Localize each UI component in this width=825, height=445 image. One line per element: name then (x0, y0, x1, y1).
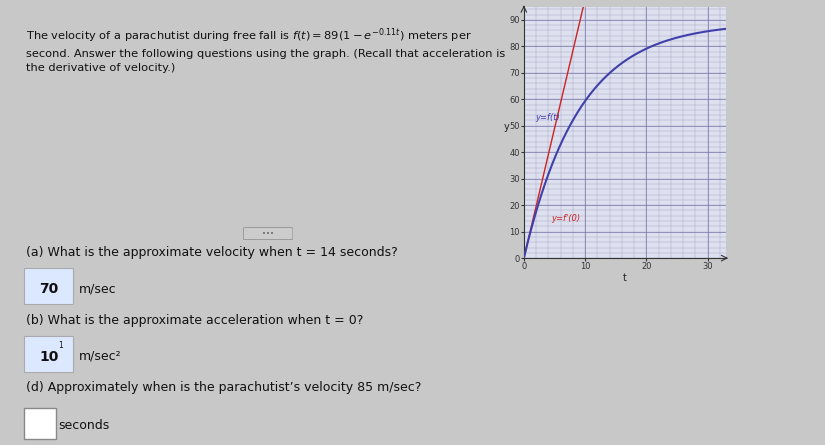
Text: 10: 10 (39, 350, 59, 364)
Text: 1: 1 (59, 341, 64, 350)
X-axis label: t: t (623, 273, 627, 283)
Text: (d) Approximately when is the parachutist’s velocity 85 m/sec?: (d) Approximately when is the parachutis… (26, 381, 422, 394)
FancyBboxPatch shape (24, 268, 73, 304)
Text: 70: 70 (39, 282, 59, 296)
FancyBboxPatch shape (243, 227, 293, 239)
Text: •••: ••• (262, 231, 274, 237)
Text: y=f(t): y=f(t) (535, 113, 559, 122)
FancyBboxPatch shape (24, 408, 56, 440)
Y-axis label: y: y (503, 122, 509, 133)
Text: The velocity of a parachutist during free fall is $f(t)=89\left(1-e^{-0.11t}\rig: The velocity of a parachutist during fre… (26, 26, 506, 73)
FancyBboxPatch shape (24, 336, 73, 372)
Text: y=f'(0): y=f'(0) (551, 214, 581, 223)
Text: m/sec²: m/sec² (78, 350, 121, 363)
Text: m/sec: m/sec (78, 282, 116, 295)
Text: (b) What is the approximate acceleration when t = 0?: (b) What is the approximate acceleration… (26, 314, 364, 327)
Text: (a) What is the approximate velocity when t = 14 seconds?: (a) What is the approximate velocity whe… (26, 246, 398, 259)
Text: seconds: seconds (59, 419, 110, 433)
